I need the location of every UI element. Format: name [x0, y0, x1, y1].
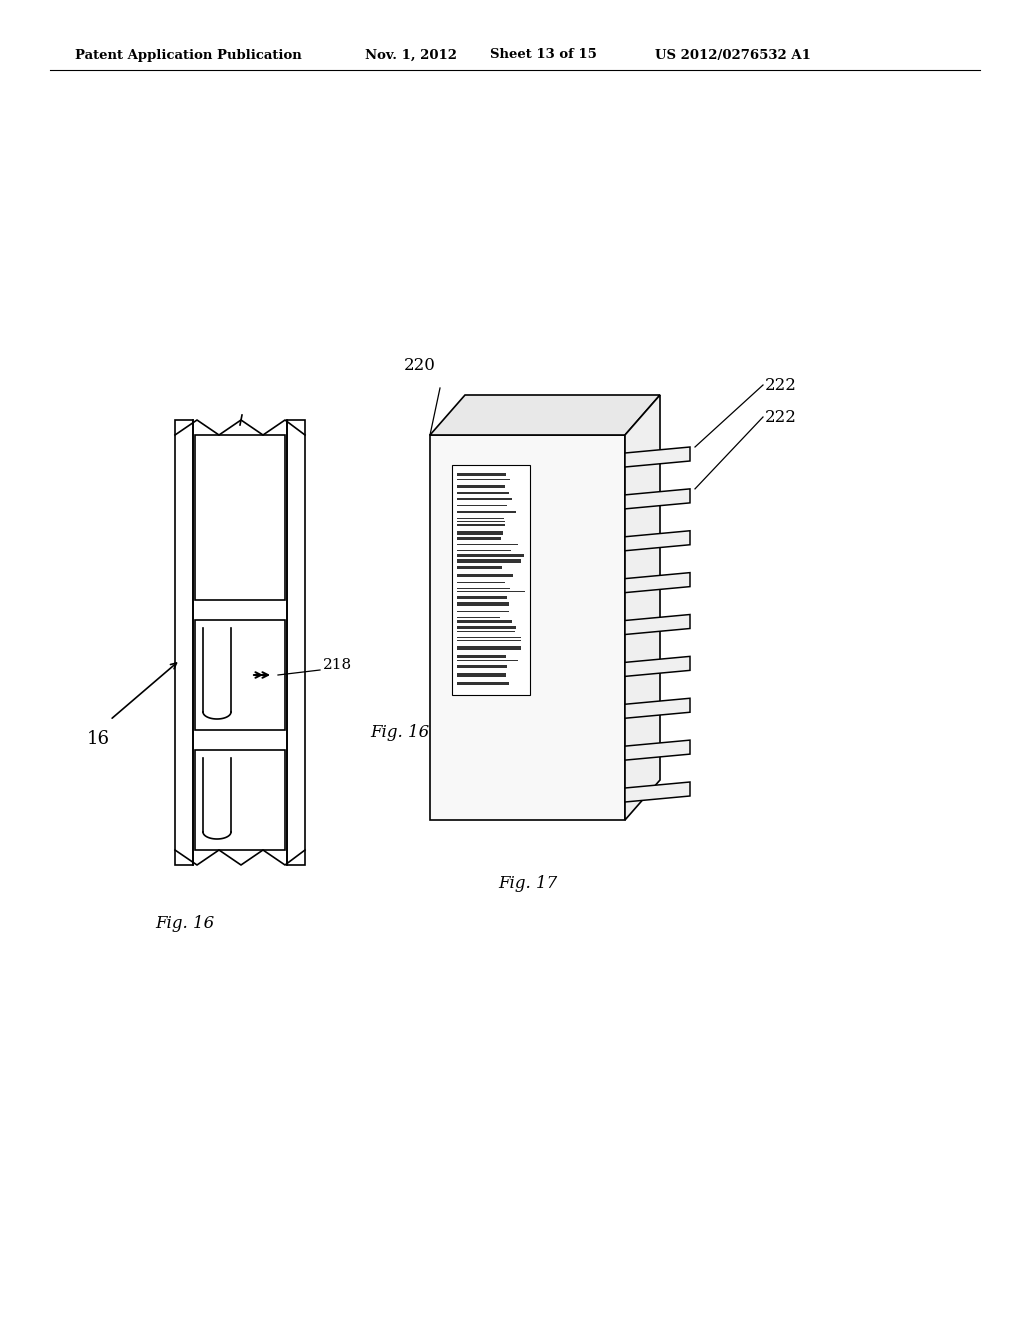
Bar: [452, 465, 530, 696]
Bar: [457, 566, 502, 569]
Bar: [457, 660, 518, 661]
Polygon shape: [625, 781, 690, 803]
Text: Nov. 1, 2012: Nov. 1, 2012: [365, 49, 457, 62]
Polygon shape: [625, 573, 690, 593]
Bar: [457, 511, 516, 512]
Polygon shape: [625, 615, 690, 635]
Bar: [457, 504, 507, 506]
Text: 222: 222: [765, 408, 797, 425]
Bar: [457, 665, 507, 668]
Bar: [430, 436, 625, 820]
Bar: [457, 484, 505, 487]
Text: 220: 220: [404, 356, 436, 374]
Bar: [457, 626, 516, 628]
Bar: [457, 554, 523, 557]
Bar: [457, 498, 512, 499]
Bar: [457, 558, 520, 564]
Bar: [457, 491, 509, 494]
Bar: [457, 682, 509, 685]
Bar: [457, 473, 507, 477]
Text: Fig. 16: Fig. 16: [155, 915, 214, 932]
Polygon shape: [625, 698, 690, 718]
Bar: [457, 620, 512, 623]
Bar: [457, 616, 501, 618]
Bar: [195, 750, 285, 850]
Text: Sheet 13 of 15: Sheet 13 of 15: [490, 49, 597, 62]
Bar: [457, 673, 506, 677]
Bar: [457, 602, 509, 606]
Text: Patent Application Publication: Patent Application Publication: [75, 49, 302, 62]
Text: 222: 222: [765, 376, 797, 393]
Text: US 2012/0276532 A1: US 2012/0276532 A1: [655, 49, 811, 62]
Bar: [457, 524, 505, 525]
Bar: [195, 436, 285, 601]
Polygon shape: [430, 395, 660, 436]
Bar: [457, 597, 507, 598]
Bar: [175, 420, 193, 865]
Polygon shape: [625, 741, 690, 760]
Bar: [457, 520, 505, 521]
Bar: [457, 531, 503, 535]
Bar: [195, 620, 285, 730]
Polygon shape: [625, 447, 690, 467]
Text: Fig. 17: Fig. 17: [498, 875, 557, 892]
Bar: [457, 655, 506, 657]
Text: Fig. 16: Fig. 16: [370, 723, 429, 741]
Text: 218: 218: [323, 657, 352, 672]
Bar: [457, 574, 513, 577]
Text: 16: 16: [86, 730, 110, 748]
Bar: [457, 536, 502, 540]
Polygon shape: [625, 395, 660, 820]
Bar: [287, 420, 305, 865]
Polygon shape: [625, 656, 690, 676]
Polygon shape: [625, 531, 690, 550]
Bar: [457, 645, 520, 649]
Bar: [457, 549, 511, 550]
Polygon shape: [625, 488, 690, 510]
